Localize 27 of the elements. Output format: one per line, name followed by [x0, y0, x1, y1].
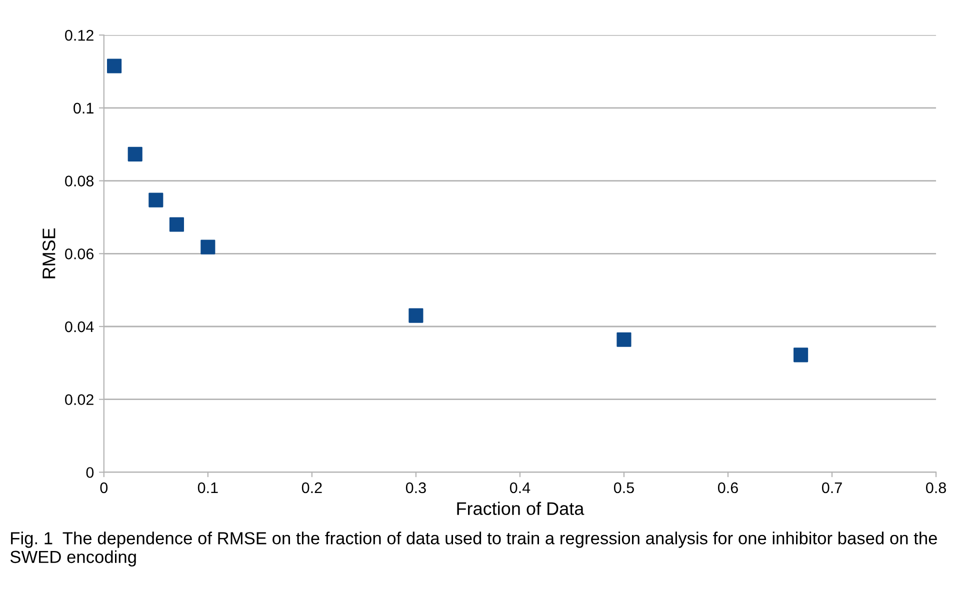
point [408, 308, 424, 323]
y-tick-label: 0.06 [65, 248, 94, 260]
y-tick-label: 0.08 [65, 176, 94, 186]
x-tick-label: 0.8 [926, 482, 946, 494]
x-tick-label: 0.4 [510, 482, 530, 494]
x-tick-label: 0.2 [302, 482, 322, 494]
x-tick-label: 0.5 [614, 482, 634, 494]
y-tick-label: 0.02 [65, 394, 94, 406]
point [169, 217, 184, 232]
point [200, 240, 216, 254]
y-tick-label: 0 [86, 467, 94, 478]
point [616, 332, 632, 347]
point [107, 58, 122, 74]
caption: Fig. 1 The dependence of RMSE on the fraction of data used to train a regression analysis for one inhibitor based on the SWED encoding [10, 532, 937, 567]
y-tick-label: 0.1 [74, 102, 94, 114]
point [148, 192, 164, 208]
point [128, 146, 142, 162]
x-tick-label: 0.3 [406, 482, 426, 494]
x-axis-title: Fraction of Data [457, 502, 584, 516]
x-tick-label: 0.1 [198, 482, 218, 494]
x-tick-label: 0 [100, 482, 108, 494]
point [794, 348, 808, 362]
x-tick-label: 0.6 [718, 482, 738, 494]
y-tick-label: 0.12 [65, 30, 94, 41]
y-axis-title: RMSE [42, 228, 56, 278]
x-tick-label: 0.7 [822, 482, 842, 494]
y-tick-label: 0.04 [65, 321, 94, 332]
